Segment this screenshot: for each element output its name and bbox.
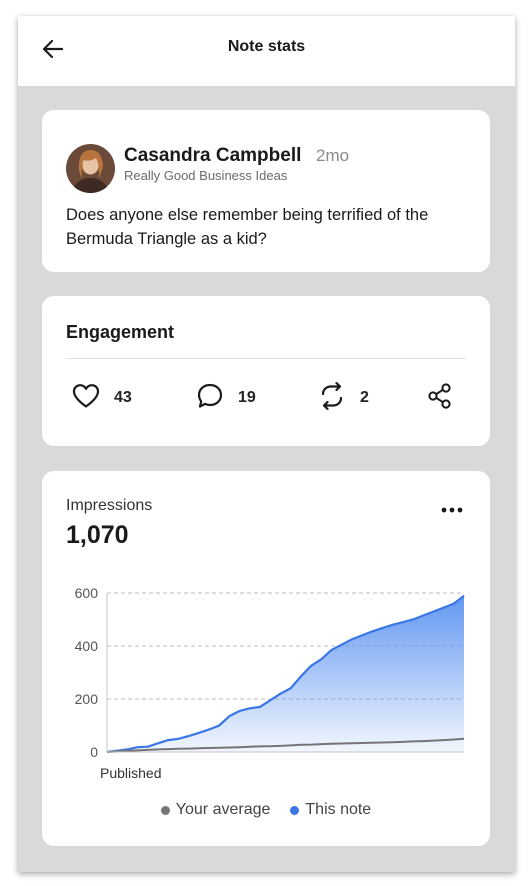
arrow-left-icon	[40, 36, 66, 67]
restack-icon	[318, 381, 346, 415]
series-line-this-note	[106, 594, 465, 754]
legend-item-your-average: Your average	[160, 801, 271, 819]
share-icon	[426, 382, 454, 415]
comment-icon	[196, 382, 224, 415]
heart-icon	[72, 383, 100, 414]
like-button[interactable]: 43	[72, 383, 132, 413]
more-horizontal-icon	[441, 500, 463, 518]
y-tick-label: 400	[75, 638, 99, 654]
comment-button[interactable]: 19	[196, 383, 256, 413]
share-button[interactable]	[426, 382, 454, 415]
engagement-title: Engagement	[66, 322, 175, 342]
chart-legend: Your average This note	[42, 801, 490, 819]
comment-count: 19	[238, 389, 256, 406]
note-card[interactable]: Casandra Campbell 2mo Really Good Busine…	[42, 110, 490, 272]
app-screen: Note stats Casandra Campbell 2mo Really …	[18, 16, 515, 872]
back-button[interactable]	[36, 34, 70, 68]
more-options-button[interactable]	[438, 499, 466, 519]
impressions-card: Impressions 1,070 0 200 400 600 Published	[42, 471, 490, 846]
like-count: 43	[114, 389, 132, 406]
y-tick-label: 600	[75, 585, 99, 601]
y-tick-label: 200	[75, 691, 99, 707]
legend-item-this-note: This note	[290, 801, 371, 819]
restack-count: 2	[360, 389, 369, 406]
divider	[66, 358, 466, 359]
legend-dot-this-note	[290, 805, 300, 815]
series-area-this-note	[107, 595, 464, 752]
author-name[interactable]: Casandra Campbell	[124, 145, 302, 166]
impressions-value: 1,070	[66, 521, 129, 549]
page-title: Note stats	[227, 38, 306, 55]
legend-dot-your-average	[160, 805, 170, 815]
publication-name[interactable]: Really Good Business Ideas	[124, 168, 288, 183]
note-timestamp: 2mo	[316, 146, 350, 165]
note-body: Does anyone else remember being terrifie…	[66, 206, 429, 248]
engagement-card: Engagement 43 19	[42, 296, 490, 446]
impressions-chart: 0 200 400 600 Published	[75, 585, 465, 781]
top-bar: Note stats	[18, 16, 515, 86]
restack-button[interactable]: 2	[318, 381, 369, 415]
x-tick-label: Published	[100, 765, 162, 781]
legend-label-your-average: Your average	[175, 801, 271, 818]
series-line-your-average	[106, 737, 465, 753]
y-tick-label: 0	[90, 744, 98, 760]
avatar[interactable]	[66, 144, 115, 193]
impressions-label: Impressions	[66, 497, 153, 514]
legend-label-this-note: This note	[305, 801, 372, 818]
